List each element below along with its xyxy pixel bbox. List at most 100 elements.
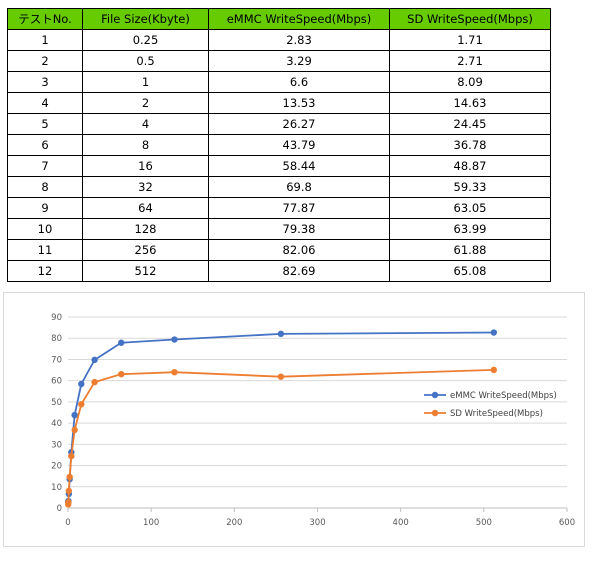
data-point-series-0 [277,330,285,338]
file-size-cell: 1 [82,71,209,93]
data-point-series-1 [66,473,73,481]
sd-speed-cell: 2.71 [389,50,551,72]
test-no-cell: 7 [7,155,83,177]
test-no-cell: 4 [7,92,83,114]
table-body: 1 0.25 2.83 1.71 2 0.5 3.29 2.71 3 1 6.6 8.09 4 2 13.5… [7,29,551,282]
y-tick-label: 20 [51,462,62,472]
file-size-cell: 0.25 [82,29,209,51]
write-speed-chart: 0 10 20 30 40 50 60 70 80 90 0 100 200 300 400 500 600 eM… [51,313,575,528]
header-sd-speed: SD WriteSpeed(Mbps) [389,8,551,30]
data-point-series-0 [171,336,178,343]
emmc-speed-cell: 82.06 [208,239,390,261]
table-header-row: テストNo. File Size(Kbyte) eMMC WriteSpeed(… [7,8,551,30]
y-tick-label: 0 [57,504,62,514]
test-no-cell: 6 [7,134,83,156]
test-no-cell: 1 [7,29,83,51]
test-no-cell: 9 [7,197,83,219]
legend-marker-1 [431,409,439,417]
data-point-series-1 [78,401,85,408]
data-point-series-0 [71,411,78,419]
sd-speed-cell: 65.08 [389,260,551,282]
y-tick-label: 10 [51,483,62,493]
file-size-cell: 128 [82,218,209,240]
table-row: 12 512 82.69 65.08 [7,260,551,282]
data-point-series-1 [277,373,285,380]
series-line-0 [67,331,494,503]
file-size-cell: 256 [82,239,209,261]
emmc-speed-cell: 77.87 [208,197,390,219]
data-point-series-1 [118,370,125,378]
file-size-cell: 0.5 [82,50,209,72]
header-file-size: File Size(Kbyte) [82,8,209,30]
data-point-series-0 [91,356,98,364]
x-tick-label: 500 [476,518,492,528]
file-size-cell: 512 [82,260,209,282]
emmc-speed-cell: 13.53 [208,92,390,114]
table-row: 10 128 79.38 63.99 [7,218,551,240]
speed-table: テストNo. File Size(Kbyte) eMMC WriteSpeed(… [7,8,551,282]
test-no-cell: 11 [7,239,83,261]
y-tick-label: 70 [51,355,62,365]
sd-speed-cell: 8.09 [389,71,551,93]
data-point-series-1 [91,378,98,386]
x-tick-label: 0 [65,518,70,528]
emmc-speed-cell: 82.69 [208,260,390,282]
legend-marker-0 [431,391,439,399]
table-row: 2 0.5 3.29 2.71 [7,50,551,72]
test-no-cell: 5 [7,113,83,135]
test-no-cell: 2 [7,50,83,72]
data-point-series-1 [71,426,78,434]
y-tick-label: 50 [51,398,62,408]
y-tick-label: 40 [51,419,62,429]
header-emmc-speed: eMMC WriteSpeed(Mbps) [208,8,390,30]
data-point-series-1 [65,487,73,495]
y-tick-label: 90 [51,313,62,323]
file-size-cell: 2 [82,92,209,114]
y-tick-label: 80 [51,334,62,344]
emmc-speed-cell: 3.29 [208,50,390,72]
table-row: 6 8 43.79 36.78 [7,134,551,156]
emmc-speed-cell: 6.6 [208,71,390,93]
sd-speed-cell: 48.87 [389,155,551,177]
table-row: 5 4 26.27 24.45 [7,113,551,135]
emmc-speed-cell: 58.44 [208,155,390,177]
data-point-series-1 [68,452,75,460]
x-tick-label: 400 [393,518,409,528]
table-row: 9 64 77.87 63.05 [7,197,551,219]
emmc-speed-cell: 26.27 [208,113,390,135]
data-point-series-1 [490,366,498,374]
table-row: 8 32 69.8 59.33 [7,176,551,198]
file-size-cell: 64 [82,197,209,219]
sd-speed-cell: 14.63 [389,92,551,114]
data-point-series-0 [490,329,498,336]
sd-speed-cell: 36.78 [389,134,551,156]
legend-label-1: SD WriteSpeed(Mbps) [450,409,543,419]
sd-speed-cell: 1.71 [389,29,551,51]
data-point-series-0 [78,380,85,388]
chart-area: 0 10 20 30 40 50 60 70 80 90 0 100 200 300 400 500 600 eM… [3,292,585,547]
table-row: 11 256 82.06 61.88 [7,239,551,261]
file-size-cell: 4 [82,113,209,135]
table-row: 1 0.25 2.83 1.71 [7,29,551,51]
test-no-cell: 3 [7,71,83,93]
header-test-no: テストNo. [7,8,83,30]
file-size-cell: 32 [82,176,209,198]
y-tick-label: 60 [51,377,62,387]
test-no-cell: 10 [7,218,83,240]
table-row: 7 16 58.44 48.87 [7,155,551,177]
x-tick-label: 200 [226,518,242,528]
sd-speed-cell: 59.33 [389,176,551,198]
x-tick-label: 300 [309,518,325,528]
sd-speed-cell: 63.05 [389,197,551,219]
sd-speed-cell: 63.99 [389,218,551,240]
y-tick-label: 30 [51,440,62,450]
table-row: 3 1 6.6 8.09 [7,71,551,93]
data-point-series-1 [65,499,72,506]
emmc-speed-cell: 43.79 [208,134,390,156]
x-tick-label: 600 [559,518,575,528]
sd-speed-cell: 61.88 [389,239,551,261]
test-no-cell: 12 [7,260,83,282]
table-row: 4 2 13.53 14.63 [7,92,551,114]
file-size-cell: 8 [82,134,209,156]
file-size-cell: 16 [82,155,209,177]
